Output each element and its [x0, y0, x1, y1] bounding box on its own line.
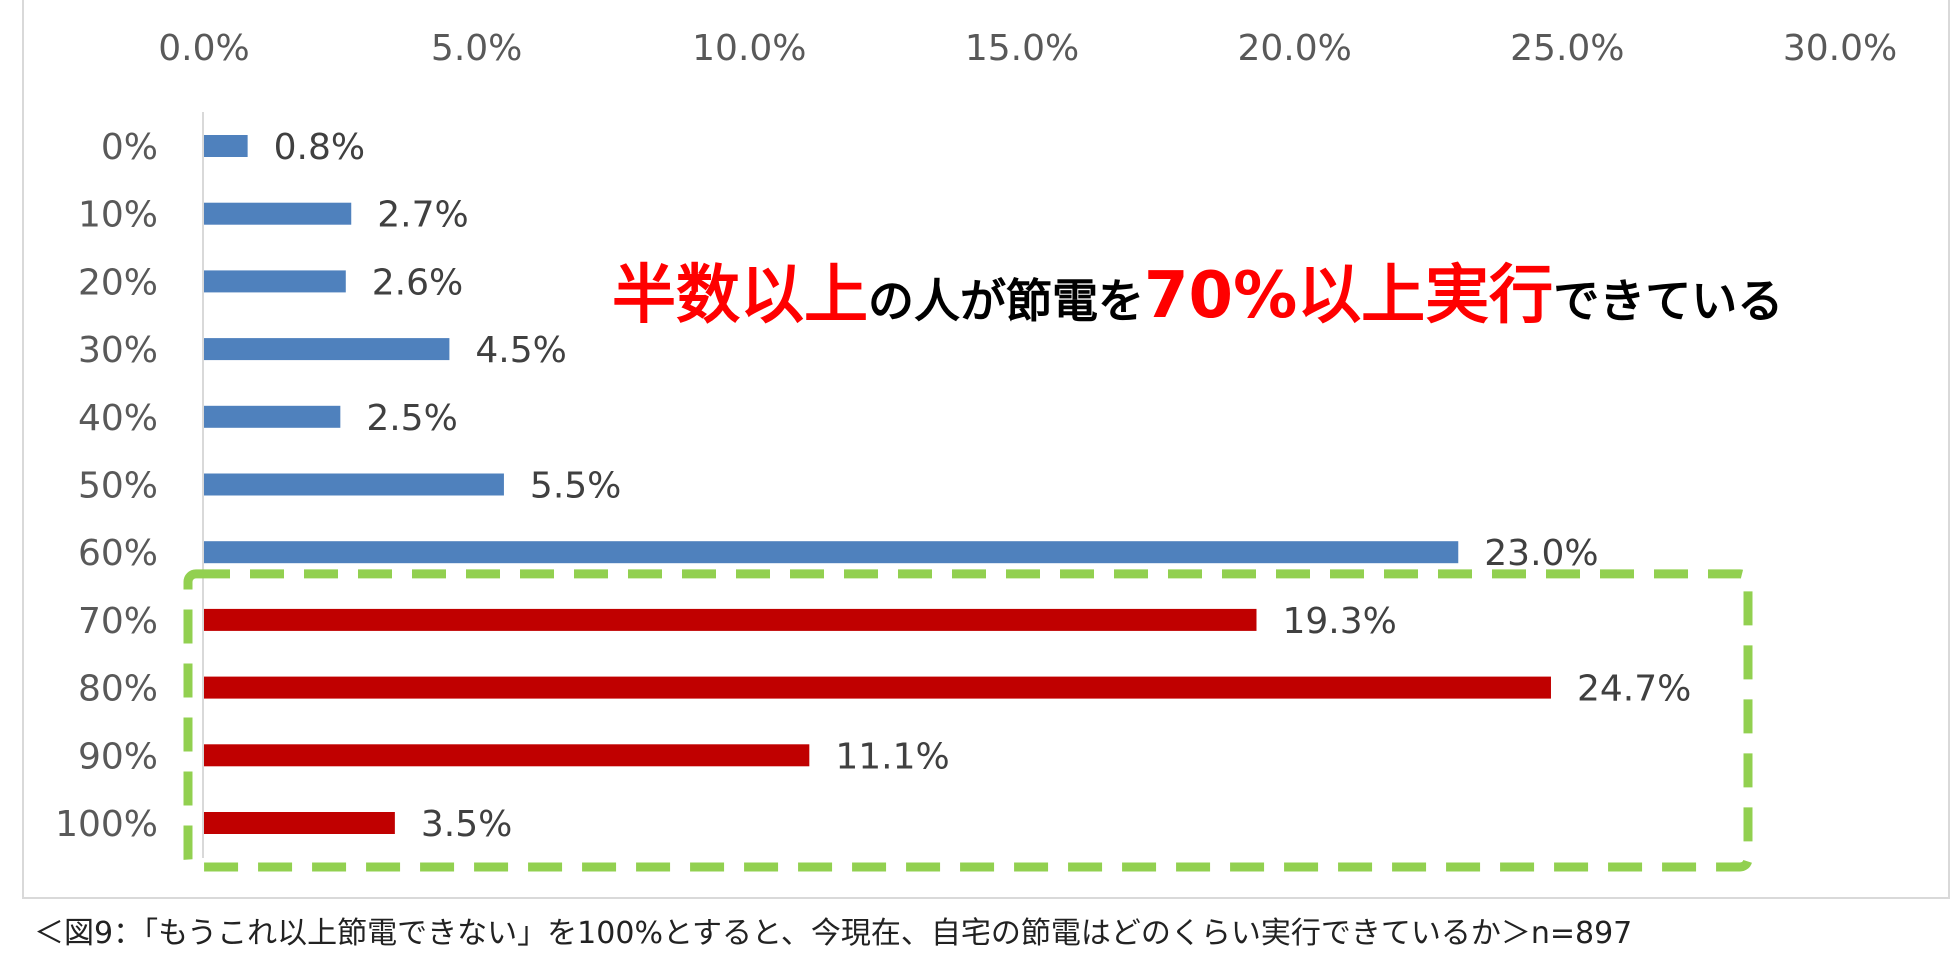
- bar: [204, 202, 352, 225]
- bar: [204, 608, 1257, 631]
- data-labels: 0.8% 2.7% 2.6% 4.5% 2.5% 5.5% 23.0% 19.3% 24.7% 1…: [274, 127, 1692, 845]
- data-label: 23.0%: [1484, 533, 1598, 574]
- data-label: 24.7%: [1577, 669, 1691, 710]
- data-label: 2.7%: [377, 195, 468, 236]
- category-label: 20%: [78, 262, 158, 303]
- highlight-box: [183, 569, 1753, 872]
- category-label: 70%: [78, 601, 158, 642]
- bars: [204, 135, 1551, 834]
- category-labels: 0% 10% 20% 30% 40% 50% 60% 70% 80% 90% 100%: [55, 127, 158, 845]
- data-label: 3.5%: [421, 804, 512, 845]
- x-tick-labels: 0.0% 5.0% 10.0% 15.0% 20.0% 25.0% 30.0%: [158, 28, 1897, 69]
- bar: [204, 812, 395, 834]
- x-tick-label: 25.0%: [1510, 28, 1624, 69]
- x-tick-label: 15.0%: [965, 28, 1079, 69]
- data-label: 0.8%: [274, 127, 365, 168]
- x-tick-label: 0.0%: [158, 28, 249, 69]
- category-label: 50%: [78, 466, 158, 507]
- x-tick-label: 30.0%: [1783, 28, 1897, 69]
- bar: [204, 541, 1459, 564]
- bar: [204, 135, 248, 157]
- headline-part1: 半数以上: [612, 259, 868, 333]
- category-label: 40%: [78, 398, 158, 439]
- category-label: 90%: [78, 736, 158, 777]
- headline-part4: できている: [1553, 274, 1784, 328]
- bar: [204, 338, 450, 361]
- headline-part3: 70%以上実行: [1144, 259, 1554, 333]
- x-tick-label: 5.0%: [431, 28, 522, 69]
- chart-frame: [22, 0, 1950, 899]
- bar: [204, 744, 810, 767]
- data-label: 11.1%: [835, 736, 949, 777]
- bar: [204, 473, 504, 496]
- category-label: 0%: [101, 127, 158, 168]
- bar: [204, 270, 346, 293]
- category-label: 80%: [78, 669, 158, 710]
- headline: 半数以上の人が節電を70%以上実行できている: [612, 244, 1783, 336]
- data-label: 2.5%: [366, 398, 457, 439]
- category-label: 10%: [78, 195, 158, 236]
- data-label: 19.3%: [1282, 601, 1396, 642]
- data-label: 2.6%: [372, 262, 463, 303]
- data-label: 4.5%: [475, 330, 566, 371]
- bar: [204, 405, 341, 428]
- category-label: 100%: [55, 804, 158, 845]
- headline-part2: の人が節電を: [868, 274, 1144, 328]
- category-label: 60%: [78, 533, 158, 574]
- x-tick-label: 10.0%: [692, 28, 806, 69]
- data-label: 5.5%: [530, 466, 621, 507]
- chart: 0.0% 5.0% 10.0% 15.0% 20.0% 25.0% 30.0% 0% 10% 2…: [55, 28, 1897, 872]
- x-tick-label: 20.0%: [1237, 28, 1351, 69]
- bar: [204, 676, 1551, 699]
- category-label: 30%: [78, 330, 158, 371]
- figure-caption: ＜図9：「もうこれ以上節電できない」を100%とすると、今現在、自宅の節電はどの…: [34, 916, 1633, 951]
